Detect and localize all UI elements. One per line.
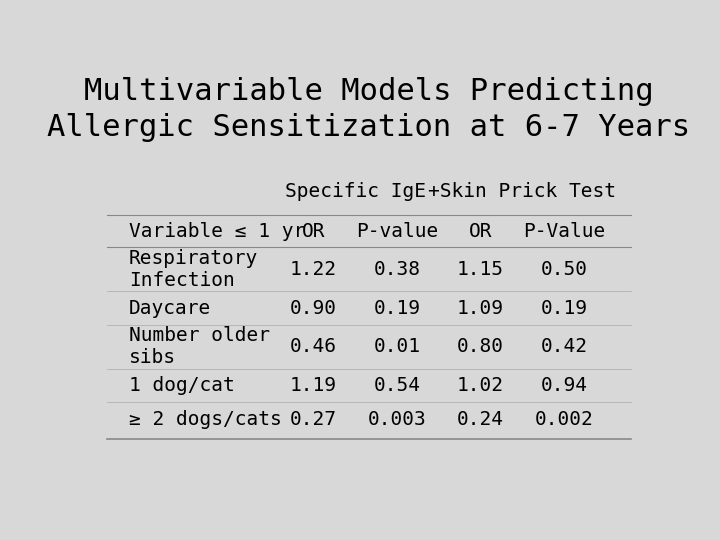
Text: 1.22: 1.22 [289, 260, 337, 279]
Text: 0.50: 0.50 [541, 260, 588, 279]
Text: 0.94: 0.94 [541, 376, 588, 395]
Text: P-Value: P-Value [523, 221, 606, 241]
Text: 0.27: 0.27 [289, 409, 337, 429]
Text: 0.19: 0.19 [541, 299, 588, 318]
Text: OR: OR [302, 221, 325, 241]
Text: Daycare: Daycare [129, 299, 211, 318]
Text: Specific IgE: Specific IgE [284, 182, 426, 201]
Text: 0.38: 0.38 [374, 260, 420, 279]
Text: 0.46: 0.46 [289, 338, 337, 356]
Text: 1.15: 1.15 [457, 260, 504, 279]
Text: 1.09: 1.09 [457, 299, 504, 318]
Text: 1.19: 1.19 [289, 376, 337, 395]
Text: +Skin Prick Test: +Skin Prick Test [428, 182, 616, 201]
Text: 0.003: 0.003 [367, 409, 426, 429]
Text: 0.42: 0.42 [541, 338, 588, 356]
Text: 0.19: 0.19 [374, 299, 420, 318]
Text: 0.01: 0.01 [374, 338, 420, 356]
Text: 0.90: 0.90 [289, 299, 337, 318]
Text: P-value: P-value [356, 221, 438, 241]
Text: ≥ 2 dogs/cats: ≥ 2 dogs/cats [129, 409, 282, 429]
Text: Respiratory
Infection: Respiratory Infection [129, 248, 258, 289]
Text: Multivariable Models Predicting
Allergic Sensitization at 6-7 Years: Multivariable Models Predicting Allergic… [48, 77, 690, 142]
Text: 0.80: 0.80 [457, 338, 504, 356]
Text: 1.02: 1.02 [457, 376, 504, 395]
Text: 0.002: 0.002 [535, 409, 594, 429]
Text: Number older
sibs: Number older sibs [129, 326, 270, 367]
Text: 0.54: 0.54 [374, 376, 420, 395]
Text: 0.24: 0.24 [457, 409, 504, 429]
Text: Variable ≤ 1 yr: Variable ≤ 1 yr [129, 221, 305, 241]
Text: OR: OR [469, 221, 492, 241]
Text: 1 dog/cat: 1 dog/cat [129, 376, 235, 395]
